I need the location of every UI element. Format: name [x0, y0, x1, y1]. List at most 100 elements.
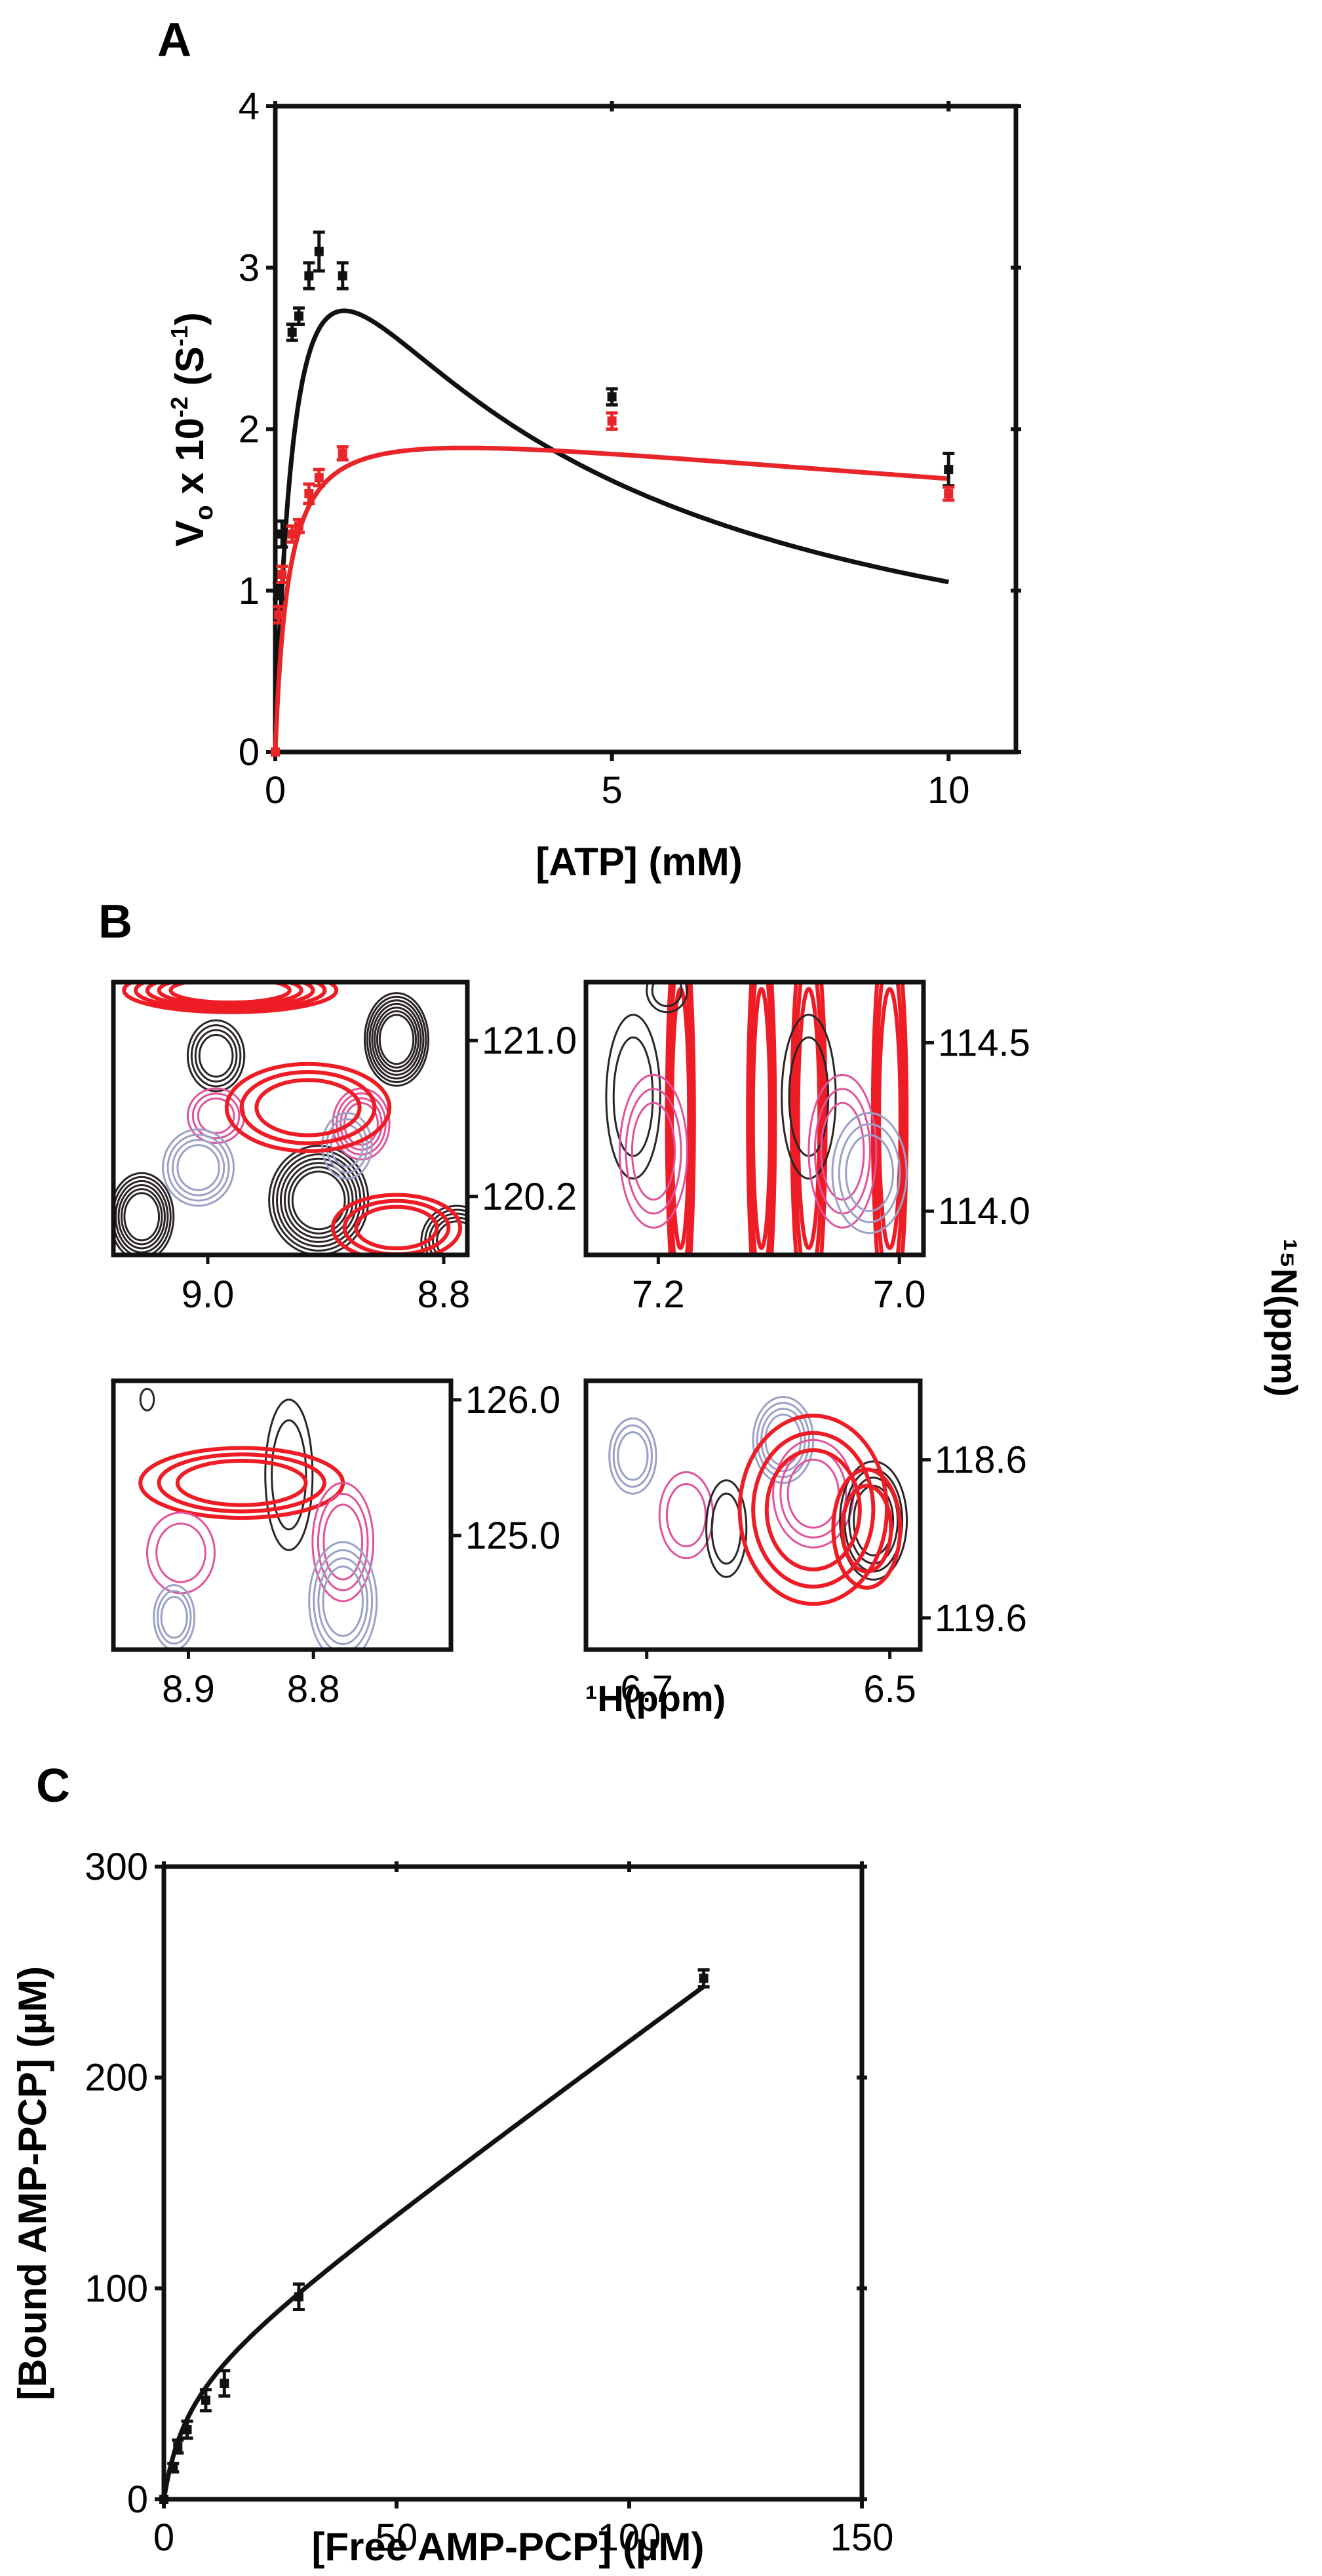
panel-b-contour-lavender — [760, 1408, 806, 1473]
panel-a-y-tick-label: 2 — [239, 408, 260, 451]
panel-a-x-tick-label: 0 — [265, 769, 286, 812]
panel-c-y-tick-label: 300 — [85, 1846, 148, 1888]
panel-b-contour-lavender — [153, 1584, 196, 1650]
panel-a-series-1-point — [276, 565, 288, 584]
panel-a-series-1-point — [606, 411, 618, 431]
panel-b-contour-pink — [317, 1492, 369, 1592]
panel-a-marker — [304, 271, 314, 281]
panel-b-contour-pink — [343, 1102, 379, 1146]
panel-a-series-1-point — [273, 604, 285, 625]
panel-b-contour-lavender — [156, 1590, 192, 1645]
panel-b-contour-black — [705, 1479, 748, 1578]
panel-a-marker — [274, 585, 284, 595]
panel-a-series-0-point — [303, 261, 315, 290]
panel-b-x-tick-label: 8.9 — [162, 1668, 215, 1711]
panel-b-contours — [608, 1396, 908, 1606]
panel-a-marker — [338, 271, 347, 281]
panel-b-inset-b3: 8.9 8.8 125.0 126.0 — [111, 1378, 560, 1711]
panel-a-y-tick-label: 1 — [239, 570, 260, 612]
panel-b-contour-red — [254, 1078, 362, 1138]
panel-c-marker — [168, 2463, 178, 2472]
panel-b-y-tick-label: 126.0 — [465, 1379, 560, 1421]
panel-b-contour-lavender — [845, 1134, 894, 1212]
panel-b-inset-frame — [583, 980, 926, 1258]
panel-b-inset-b1: 9.0 8.8 120.2 121.0 — [111, 980, 577, 1316]
panel-b-contour-black — [268, 1145, 370, 1255]
panel-b-contour-black — [283, 1162, 354, 1239]
panel-b-contour-black — [139, 1387, 155, 1412]
panel-c-series-0-fit-line — [161, 1985, 705, 2501]
panel-a-marker — [287, 327, 297, 337]
panel-c-x-axis-label: [Free AMP-PCP] (µM) — [311, 2525, 704, 2569]
panel-c-series-0-point — [697, 1968, 710, 1989]
panel-b-contour-black — [368, 999, 425, 1080]
panel-b-contour-black — [198, 1034, 234, 1078]
panel-b-x-tick-label: 8.8 — [418, 1273, 471, 1316]
panel-a-marker — [314, 247, 324, 256]
panel-b-contour-red — [746, 982, 777, 1255]
panel-b-contour-red — [157, 982, 303, 1007]
panel-a-label: A — [157, 14, 191, 66]
panel-a-series-0-point — [313, 230, 325, 273]
panel-b-contour-black — [366, 995, 427, 1084]
panel-c-y-tick-label: 100 — [85, 2267, 148, 2310]
panel-b-x-tick-label: 9.0 — [182, 1273, 235, 1316]
panel-b-contour-black — [194, 1029, 238, 1083]
panel-b-y-tick-label: 119.6 — [935, 1597, 1027, 1640]
panel-b-contour-lavender — [317, 1557, 369, 1646]
panel-b-contour-black — [117, 1184, 166, 1250]
panel-c-y-tick-label: 200 — [85, 2057, 148, 2099]
panel-b-y-tick-label: 125.0 — [465, 1515, 560, 1557]
panel-a-marker — [338, 448, 347, 458]
panel-b-contour-black — [436, 1220, 467, 1255]
panel-b-spectra: 9.0 8.8 120.2 121.0 7.2 7.0 114.0 114.5 8.9 8.8 12… — [111, 980, 1305, 1719]
panel-b-y-tick-label: 120.2 — [482, 1176, 577, 1218]
panel-b-contour-pink — [625, 1088, 682, 1215]
panel-a-y-tick-label: 3 — [239, 247, 260, 289]
panel-b-x-tick-label: 7.0 — [873, 1273, 926, 1316]
panel-b-contour-black — [115, 1179, 169, 1254]
panel-b-contour-red — [134, 982, 327, 1012]
panel-b-contour-lavender — [608, 1417, 657, 1495]
panel-b-contour-black — [371, 1002, 422, 1076]
panel-b-x-tick-label: 8.8 — [287, 1668, 340, 1711]
panel-b-contour-red — [840, 1484, 893, 1574]
panel-b-contour-pink — [631, 1101, 676, 1201]
panel-b-y-tick-label: 114.5 — [938, 1021, 1030, 1064]
panel-b-contour-lavender — [612, 1424, 653, 1488]
panel-c-x-tick-label: 0 — [153, 2516, 174, 2559]
panel-b-contour-lavender — [308, 1541, 378, 1650]
panel-a-series-0-point — [606, 387, 618, 407]
panel-a-marker — [304, 489, 314, 498]
panel-b-contour-black — [291, 1170, 346, 1231]
panel-b-contour-black — [123, 1192, 161, 1242]
panel-b-contour-red — [792, 982, 825, 1255]
panel-a-marker — [271, 747, 280, 757]
panel-a-series-1-point — [303, 482, 315, 505]
panel-b-contour-lavender — [160, 1596, 188, 1639]
panel-b-contour-lavender — [831, 1112, 908, 1235]
panel-b-contour-red — [874, 982, 906, 1255]
panel-b-x-tick-label: 6.7 — [620, 1668, 673, 1711]
panel-b-contour-red — [750, 987, 772, 1250]
panel-a-y-tick-label: 4 — [239, 85, 260, 128]
panel-b-contour-black — [264, 1398, 314, 1551]
panel-b-contour-lavender — [313, 1549, 374, 1650]
panel-b-contour-red — [764, 1448, 862, 1572]
panel-b-contour-red — [877, 987, 903, 1250]
panel-b-contour-lavender — [321, 1112, 373, 1180]
panel-b-contour-black — [287, 1166, 350, 1235]
panel-b-contours — [113, 982, 467, 1255]
panel-b-y-tick-label: 118.6 — [935, 1439, 1027, 1482]
panel-b-contour-pink — [311, 1482, 375, 1602]
panel-b-contour-black — [612, 1036, 654, 1157]
panel-b-label: B — [98, 896, 132, 948]
panel-b-contour-lavender — [326, 1118, 368, 1174]
panel-a-series-1-point — [292, 517, 305, 534]
panel-a-marker — [274, 610, 284, 620]
panel-c-marker — [201, 2395, 210, 2405]
panel-b-contour-black — [839, 1460, 908, 1581]
panel-b-contour-pink — [322, 1503, 364, 1581]
